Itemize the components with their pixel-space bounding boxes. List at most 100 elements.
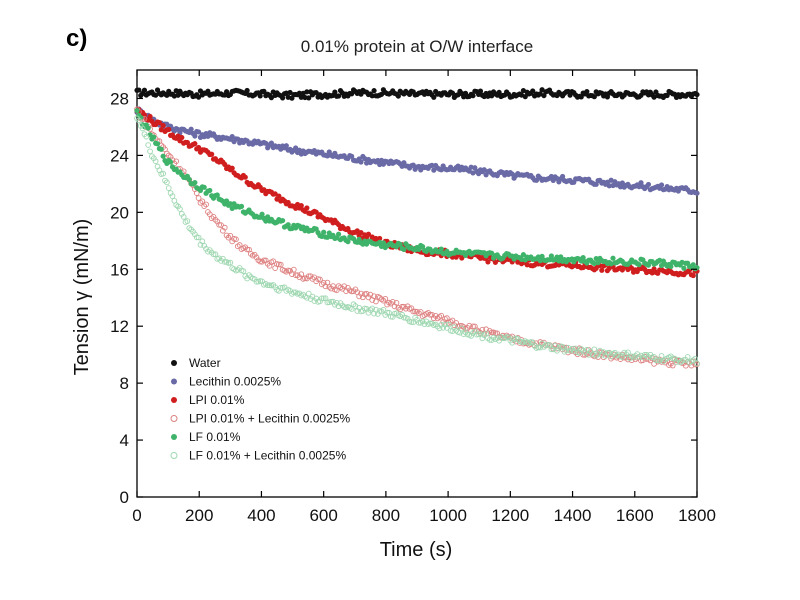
data-point — [212, 251, 219, 258]
data-point — [298, 271, 305, 278]
data-point — [145, 125, 151, 131]
data-point — [427, 311, 433, 318]
y-tick-label: 0 — [120, 488, 129, 507]
data-point — [280, 217, 286, 224]
legend-marker — [171, 434, 177, 440]
data-point — [681, 265, 687, 271]
data-point — [694, 190, 700, 196]
data-point — [682, 357, 689, 363]
data-point — [658, 182, 665, 188]
data-point — [558, 254, 564, 260]
data-point — [580, 255, 586, 261]
series-5 — [134, 115, 700, 367]
data-point — [377, 235, 383, 242]
data-point — [638, 352, 644, 359]
data-point — [634, 351, 641, 357]
data-point — [141, 87, 148, 93]
data-point — [382, 295, 389, 302]
data-point — [645, 181, 652, 188]
x-tick-label: 0 — [132, 506, 141, 525]
data-point — [261, 88, 267, 94]
data-point — [610, 255, 616, 261]
data-point — [656, 357, 663, 364]
data-point — [328, 298, 334, 305]
data-point — [201, 203, 208, 209]
data-point — [664, 92, 670, 99]
data-point — [193, 190, 200, 196]
data-point — [177, 206, 183, 212]
data-point — [220, 227, 226, 234]
data-point — [173, 158, 180, 165]
data-point — [224, 198, 230, 204]
data-point — [193, 234, 200, 241]
y-tick-label: 16 — [110, 260, 129, 279]
data-point — [669, 355, 676, 362]
data-point — [180, 213, 187, 220]
data-point — [470, 323, 476, 330]
data-point — [265, 214, 271, 220]
data-point — [591, 94, 597, 100]
data-point — [365, 231, 372, 237]
legend-label: LF 0.01% + Lecithin 0.0025% — [189, 449, 346, 463]
data-point — [619, 180, 625, 186]
data-point — [143, 133, 150, 140]
data-point — [636, 262, 642, 268]
data-point — [147, 148, 153, 155]
data-point — [388, 300, 394, 307]
y-tick-label: 8 — [120, 374, 129, 393]
data-point — [492, 259, 498, 265]
data-point — [141, 112, 148, 118]
data-point — [283, 143, 289, 149]
legend: Water Lecithin 0.0025% LPI 0.01% LPI 0.01% … — [170, 356, 350, 463]
legend-marker — [170, 452, 178, 459]
data-point — [178, 210, 185, 217]
data-point — [345, 239, 351, 245]
data-point — [593, 352, 600, 359]
data-point — [416, 319, 422, 326]
data-point — [408, 319, 415, 325]
data-point — [238, 203, 245, 210]
data-point — [608, 355, 614, 362]
data-point — [324, 299, 331, 306]
data-point — [681, 360, 687, 366]
x-tick-label: 400 — [247, 506, 275, 525]
data-point — [169, 193, 176, 199]
data-point — [559, 343, 566, 350]
data-point — [162, 177, 168, 184]
series-4 — [134, 107, 700, 272]
data-point — [242, 174, 248, 180]
data-point — [147, 113, 153, 120]
data-point — [393, 300, 400, 306]
data-point — [227, 201, 233, 207]
data-point — [602, 353, 609, 359]
legend-label: Water — [189, 356, 221, 370]
data-point — [221, 224, 228, 231]
data-point — [214, 192, 220, 198]
data-point — [397, 241, 403, 247]
legend-label: LF 0.01% — [189, 430, 241, 444]
data-point — [264, 282, 271, 289]
data-point — [296, 90, 302, 96]
data-point — [638, 180, 644, 186]
data-point — [350, 301, 357, 308]
data-point — [585, 351, 592, 358]
y-axis-label: Tension γ (mN/m) — [71, 219, 93, 376]
data-point — [560, 173, 566, 180]
data-point — [416, 246, 422, 253]
data-point — [591, 346, 598, 353]
data-point — [257, 258, 264, 265]
y-tick-label: 12 — [110, 317, 129, 336]
data-point — [358, 159, 364, 165]
data-point — [658, 353, 665, 359]
data-point — [438, 312, 445, 319]
data-point — [384, 309, 390, 316]
data-point — [500, 335, 506, 342]
data-point — [690, 262, 696, 268]
legend-marker — [171, 378, 177, 385]
data-point — [380, 306, 387, 313]
data-point — [156, 119, 162, 126]
data-point — [270, 258, 277, 265]
y-tick-label: 4 — [120, 431, 129, 450]
data-point — [483, 330, 489, 337]
